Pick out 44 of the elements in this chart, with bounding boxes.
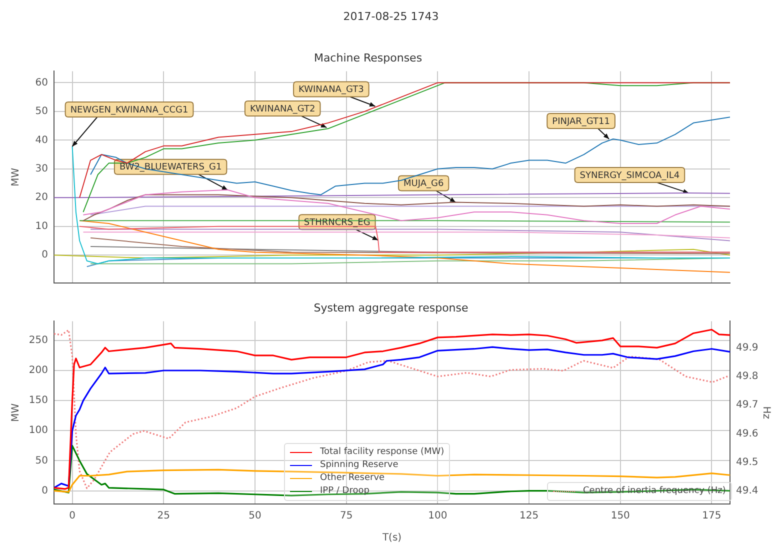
y-tick-label: 150 xyxy=(28,395,48,406)
annotation: PINJAR_GT11 xyxy=(552,116,610,127)
y2-axis-title: Hz xyxy=(760,406,772,419)
y-tick-label: 100 xyxy=(28,425,48,436)
y-tick-label: 0 xyxy=(42,485,48,496)
y-tick-label: 200 xyxy=(28,365,48,376)
x-axis-title: T(s) xyxy=(381,532,402,544)
annotation: NEWGEN_KWINANA_CCG1 xyxy=(70,105,188,116)
annotation: KWINANA_GT3 xyxy=(298,85,364,96)
y-tick-label: 50 xyxy=(35,455,48,466)
chart-subtitle: Machine Responses xyxy=(314,51,422,64)
y-tick-label: 60 xyxy=(35,77,48,88)
chart-title: 2017-08-25 1743 xyxy=(342,10,440,23)
y2-tick-label: 49.6 xyxy=(736,428,758,440)
y-tick-label: 250 xyxy=(28,335,48,346)
annotation: KWINANA_GT2 xyxy=(250,104,316,114)
y2-tick-label: 49.7 xyxy=(736,400,758,411)
annotation: MUJA_G6 xyxy=(403,179,444,190)
x-tick-label: 150 xyxy=(610,510,630,522)
legend-label: Total facility response (MW) xyxy=(320,446,444,459)
x-tick-label: 125 xyxy=(519,510,539,522)
y2-tick-label: 49.8 xyxy=(736,371,758,382)
legend-label: Other Reserve xyxy=(320,472,385,485)
legend-label: Spinning Reserve xyxy=(320,459,398,472)
y2-tick-label: 49.5 xyxy=(736,457,758,468)
y-tick-label: 30 xyxy=(35,164,48,175)
y-axis-title: MW xyxy=(10,403,22,422)
x-tick-label: 0 xyxy=(69,510,76,522)
y2-tick-label: 49.4 xyxy=(736,486,758,497)
x-tick-label: 175 xyxy=(702,510,722,522)
annotation: SYNERGY_SIMCOA_IL4 xyxy=(580,170,680,181)
y-tick-label: 10 xyxy=(35,220,48,232)
x-tick-label: 25 xyxy=(157,510,170,522)
x-tick-label: 50 xyxy=(248,510,262,522)
y-tick-label: 0 xyxy=(42,250,48,261)
y-tick-label: 20 xyxy=(35,192,48,204)
y-tick-label: 50 xyxy=(35,106,48,118)
annotation: STHRNCRS_EG xyxy=(304,218,370,228)
y-axis-title: MW xyxy=(10,168,22,186)
x-tick-label: 100 xyxy=(428,510,448,522)
chart-title: System aggregate response xyxy=(314,301,468,314)
y-tick-label: 40 xyxy=(35,134,48,146)
x-tick-label: 75 xyxy=(340,510,353,522)
y2-tick-label: 49.9 xyxy=(736,342,758,354)
